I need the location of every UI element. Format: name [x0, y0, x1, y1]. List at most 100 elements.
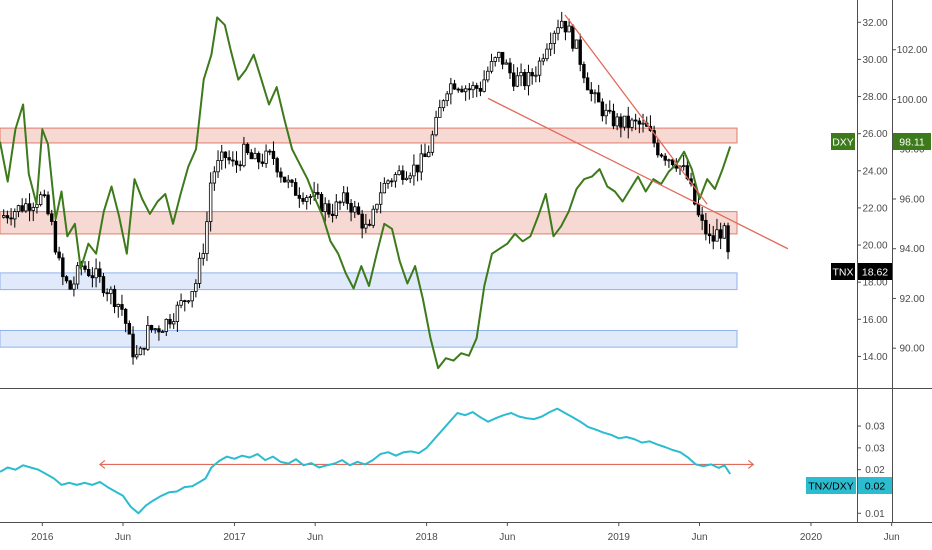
candle-body [83, 265, 87, 270]
candle-body [460, 88, 464, 93]
candle-body [116, 304, 120, 308]
candle-body [681, 165, 686, 168]
dxy-tag-label: DXY [832, 137, 854, 149]
indicator-pane[interactable] [0, 407, 755, 515]
ratio-price-axis[interactable]: 0.03 0.03 0.02 0.01 [857, 422, 885, 520]
candle-body [227, 157, 231, 161]
candle-body [234, 160, 239, 166]
candle-body [131, 333, 135, 358]
candle-body [482, 79, 486, 92]
dxy-tick-label: 98.00 [899, 145, 924, 156]
candle-body [316, 192, 320, 195]
candle-body [423, 153, 427, 158]
candle-body [667, 159, 671, 162]
candle-body [722, 225, 727, 239]
candle-body [20, 205, 24, 212]
candle-body [519, 71, 523, 77]
time-tick-label: Jun [884, 532, 900, 543]
candle-body [286, 179, 290, 183]
candle-body [205, 221, 209, 254]
tnx-tick-label: 28.00 [862, 92, 887, 103]
candle-body [604, 109, 608, 117]
candle-body [596, 92, 601, 103]
candle-body [364, 223, 368, 229]
time-tick-label: 2016 [31, 532, 54, 543]
trend-lines [487, 14, 789, 250]
candle-body [367, 223, 372, 226]
candle-body [493, 57, 497, 62]
candle-body [408, 175, 412, 179]
candle-body [560, 20, 564, 29]
tnx-price-axis[interactable]: 32.00 30.00 28.00 26.00 24.00 22.00 20.00 18.00… [857, 18, 888, 363]
candle-body [456, 88, 460, 91]
candle-body [567, 25, 571, 33]
tnx-tick-label: 26.00 [862, 129, 887, 140]
candle-body [323, 203, 327, 212]
arrow-right-icon [747, 459, 755, 469]
price-pane[interactable] [0, 11, 789, 370]
candle-body [711, 235, 715, 242]
candle-body [160, 331, 165, 333]
candle-body [24, 203, 28, 212]
ratio-line [0, 407, 732, 515]
dxy-price-axis[interactable]: 102.00 100.00 98.00 96.00 94.00 92.00 90.00 [892, 45, 928, 355]
candle-body [652, 130, 656, 144]
tnx-candles [1, 11, 730, 365]
tnx-tick-label: 18.00 [862, 278, 887, 289]
trend-line[interactable] [487, 97, 789, 250]
dxy-last-value: 98.11 [899, 137, 925, 149]
candle-body [478, 88, 483, 92]
candle-body [157, 328, 161, 333]
candle-body [412, 164, 416, 177]
candle-body [231, 159, 235, 162]
time-axis[interactable]: 2016Jun2017Jun2018Jun2019Jun2020Jun2021 [31, 522, 932, 543]
candle-body [109, 288, 113, 295]
candle-body [282, 176, 287, 183]
candle-body [574, 39, 579, 49]
candle-body [153, 328, 157, 331]
ratio-tick-label: 0.01 [865, 509, 885, 520]
candle-body [72, 283, 76, 290]
tnx-tick-label: 16.00 [862, 315, 887, 326]
candle-body [615, 116, 619, 127]
time-tick-label: Jun [499, 532, 515, 543]
candle-body [641, 122, 645, 125]
candle-body [330, 213, 335, 216]
trend-line[interactable] [564, 14, 708, 205]
tnx-tick-label: 14.00 [862, 352, 887, 363]
time-tick-label: 2017 [223, 532, 246, 543]
candle-body [608, 109, 612, 112]
candle-body [86, 269, 91, 277]
candle-body [449, 83, 453, 95]
candle-body [619, 116, 623, 128]
candle-body [175, 304, 180, 323]
candle-body [563, 20, 568, 33]
ratio-tag-label: TNX/DXY [808, 481, 854, 493]
candle-body [371, 208, 375, 226]
candle-body [42, 194, 47, 197]
candle-body [430, 134, 435, 153]
candle-body [301, 197, 305, 202]
candle-body [500, 51, 505, 65]
candle-body [707, 233, 712, 237]
dxy-line [0, 16, 732, 370]
candle-body [585, 77, 590, 91]
time-tick-label: Jun [307, 532, 323, 543]
support-zone [0, 272, 738, 291]
candle-body [90, 275, 95, 279]
candle-body [105, 292, 109, 295]
candle-body [633, 119, 638, 122]
dxy-last-value-tag: DXY 98.11 [831, 133, 931, 150]
candle-body [489, 61, 494, 72]
candle-body [700, 214, 704, 221]
candle-body [57, 251, 61, 259]
candle-body [434, 116, 438, 136]
candle-body [253, 153, 257, 160]
dxy-tick-label: 92.00 [899, 294, 924, 305]
time-tick-label: Jun [115, 532, 131, 543]
candle-body [242, 143, 246, 167]
candle-body [441, 100, 446, 109]
candle-body [378, 192, 383, 205]
candle-body [534, 74, 538, 77]
time-tick-label: Jun [691, 532, 707, 543]
